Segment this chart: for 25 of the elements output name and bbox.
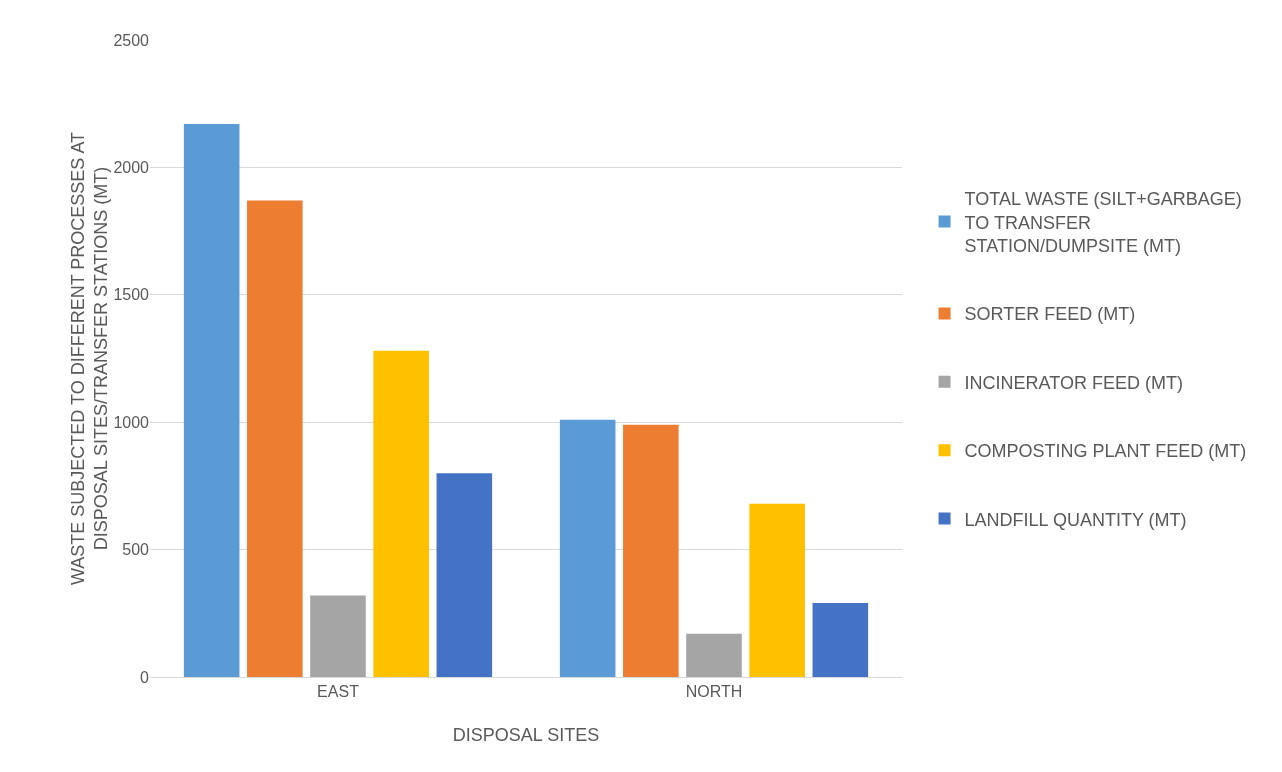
legend-label: LANDFILL QUANTITY (MT) bbox=[964, 509, 1187, 530]
legend-label: TOTAL WASTE (SILT+GARBAGE) TO TRANSFER STATION/DUMPSITE (MT) bbox=[964, 189, 1242, 257]
y-tick-label: 1500 bbox=[113, 286, 150, 304]
x-tick-label: NORTH bbox=[685, 683, 743, 701]
y-tick-label: 2500 bbox=[113, 31, 150, 49]
bar bbox=[812, 603, 869, 677]
bar bbox=[373, 350, 429, 677]
y-tick-label: 500 bbox=[122, 541, 150, 559]
bar bbox=[749, 503, 805, 677]
y-axis-title: WASTE SUBJECTED TO DIFFERENT PROCESSES AT DISPOSAL SITES/TRANSFER STATIONS (MT) bbox=[68, 131, 112, 586]
legend-label: INCINERATOR FEED (MT) bbox=[964, 372, 1183, 393]
x-axis-title: DISPOSAL SITES bbox=[452, 725, 600, 745]
bar bbox=[247, 200, 303, 677]
x-tick-label: EAST bbox=[317, 683, 360, 701]
y-tick-label: 0 bbox=[140, 668, 150, 686]
legend-label: COMPOSTING PLANT FEED (MT) bbox=[964, 441, 1247, 462]
bar bbox=[310, 595, 366, 677]
bar bbox=[436, 473, 493, 677]
y-tick-label: 1000 bbox=[113, 413, 150, 431]
bar bbox=[559, 419, 616, 677]
y-tick-label: 2000 bbox=[113, 159, 150, 176]
bar bbox=[183, 124, 240, 677]
legend-label: SORTER FEED (MT) bbox=[964, 304, 1136, 325]
bar bbox=[623, 424, 679, 677]
bar bbox=[686, 633, 742, 677]
